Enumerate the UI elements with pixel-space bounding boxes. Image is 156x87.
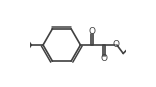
Text: O: O [113, 40, 120, 50]
Text: O: O [89, 27, 96, 35]
Text: O: O [101, 54, 108, 63]
